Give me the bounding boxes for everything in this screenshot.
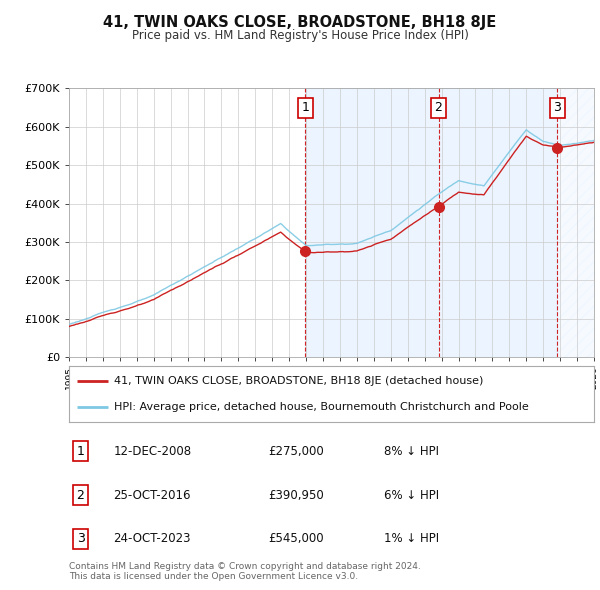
Bar <box>305 88 557 357</box>
Text: £390,950: £390,950 <box>269 489 324 502</box>
Text: 12-DEC-2008: 12-DEC-2008 <box>113 445 192 458</box>
Text: 3: 3 <box>553 101 561 114</box>
Text: 24-OCT-2023: 24-OCT-2023 <box>113 532 191 546</box>
Text: 41, TWIN OAKS CLOSE, BROADSTONE, BH18 8JE (detached house): 41, TWIN OAKS CLOSE, BROADSTONE, BH18 8J… <box>113 376 483 386</box>
Text: 2: 2 <box>434 101 442 114</box>
Text: Price paid vs. HM Land Registry's House Price Index (HPI): Price paid vs. HM Land Registry's House … <box>131 30 469 42</box>
Text: 2: 2 <box>77 489 85 502</box>
Text: 3: 3 <box>77 532 85 546</box>
Text: This data is licensed under the Open Government Licence v3.0.: This data is licensed under the Open Gov… <box>69 572 358 581</box>
Text: 41, TWIN OAKS CLOSE, BROADSTONE, BH18 8JE: 41, TWIN OAKS CLOSE, BROADSTONE, BH18 8J… <box>103 15 497 30</box>
Text: 1: 1 <box>77 445 85 458</box>
Text: 6% ↓ HPI: 6% ↓ HPI <box>384 489 439 502</box>
Text: £545,000: £545,000 <box>269 532 324 546</box>
Text: HPI: Average price, detached house, Bournemouth Christchurch and Poole: HPI: Average price, detached house, Bour… <box>113 402 529 412</box>
Text: 1% ↓ HPI: 1% ↓ HPI <box>384 532 439 546</box>
Text: 25-OCT-2016: 25-OCT-2016 <box>113 489 191 502</box>
Text: Contains HM Land Registry data © Crown copyright and database right 2024.: Contains HM Land Registry data © Crown c… <box>69 562 421 571</box>
Text: 1: 1 <box>301 101 309 114</box>
Text: 8% ↓ HPI: 8% ↓ HPI <box>384 445 439 458</box>
Bar <box>557 88 594 357</box>
Text: £275,000: £275,000 <box>269 445 324 458</box>
